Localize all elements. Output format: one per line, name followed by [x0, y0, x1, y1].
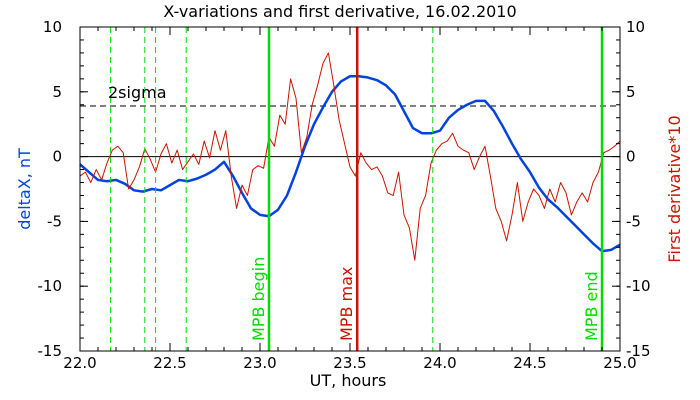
x-tick-label: 24.5: [513, 354, 546, 372]
y-axis-label-left: deltaX, nT: [15, 148, 34, 230]
y-axis-label-right: First derivative*10: [665, 115, 684, 262]
mpb-max-label: MPB max: [337, 267, 356, 341]
series-deltaX-line: [79, 75, 621, 253]
mpb-begin-label: MPB begin: [249, 257, 268, 341]
y-tick-label-left: -15: [38, 342, 63, 360]
chart-title: X-variations and first derivative, 16.02…: [163, 2, 516, 21]
series-layer: [79, 52, 621, 261]
y-tick-label-right: 10: [626, 18, 645, 36]
y-tick-label-right: 5: [626, 83, 636, 101]
x-tick-label: 24.0: [423, 354, 456, 372]
x-tick-label: 23.5: [333, 354, 366, 372]
y-tick-label-right: -5: [626, 212, 641, 230]
threshold-label: 2sigma: [108, 83, 167, 102]
x-tick-label: 23.0: [243, 354, 276, 372]
x-tick-label: 25.0: [603, 354, 636, 372]
y-tick-label-left: -5: [47, 212, 62, 230]
x-axis-label: UT, hours: [310, 371, 387, 390]
y-tick-label-left: -10: [38, 277, 63, 295]
y-tick-label-right: -10: [626, 277, 651, 295]
mpb-end-label: MPB end: [582, 271, 601, 341]
x-tick-label: 22.0: [63, 354, 96, 372]
x-tick-label: 22.5: [153, 354, 186, 372]
y-tick-label-left: 0: [52, 148, 62, 166]
y-tick-label-right: 0: [626, 148, 636, 166]
vertical-markers: MPB begin MPB max MPB end: [110, 27, 604, 351]
reference-lines: [80, 105, 620, 158]
y-tick-label-left: 10: [43, 18, 62, 36]
axes: 22.0 22.5 23.0 23.5 24.0 24.5 25.0-15-10-50510…: [38, 18, 651, 372]
y-tick-label-right: -15: [626, 342, 651, 360]
y-tick-label-left: 5: [52, 83, 62, 101]
series-derivative-line: [79, 52, 621, 261]
